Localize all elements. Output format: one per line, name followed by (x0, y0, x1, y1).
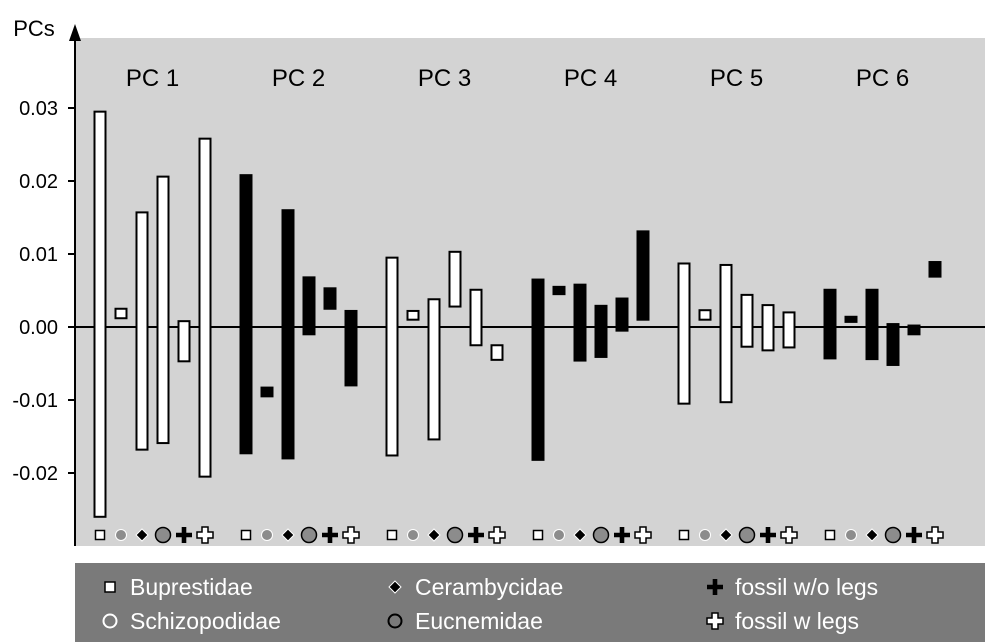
category-marker (594, 528, 609, 543)
y-tick-label: 0.01 (19, 244, 58, 266)
legend-item: Schizopodidae (104, 608, 281, 634)
bar (742, 295, 753, 347)
group-label: PC 1 (126, 65, 179, 92)
category-marker (302, 528, 317, 543)
bar (116, 309, 127, 318)
category-marker (242, 531, 251, 540)
legend-label: Buprestidae (130, 574, 253, 600)
bar (784, 312, 795, 347)
bar (471, 290, 482, 345)
y-axis: PCs 0.03 0.02 0.01 0.00 -0.01 -0.02 (12, 16, 81, 546)
legend-label: Eucnemidae (415, 608, 543, 634)
bar (763, 305, 774, 350)
bar (95, 112, 106, 517)
bar (158, 177, 169, 443)
bar (492, 345, 503, 360)
y-ticks: 0.03 0.02 0.01 0.00 -0.01 -0.02 (12, 98, 75, 485)
category-marker (448, 528, 463, 543)
bar (846, 317, 857, 322)
y-tick-label: 0.00 (19, 317, 58, 339)
bar (304, 277, 315, 334)
group-label: PC 2 (272, 65, 325, 92)
category-marker (846, 530, 857, 541)
bar (137, 212, 148, 449)
category-marker (886, 528, 901, 543)
category-marker (740, 528, 755, 543)
category-marker (408, 530, 419, 541)
group-label: PC 6 (856, 65, 909, 92)
legend-label: Cerambycidae (415, 574, 563, 600)
category-marker (96, 531, 105, 540)
category-marker (700, 530, 711, 541)
bar (596, 306, 607, 357)
bar (179, 321, 190, 361)
category-marker (116, 530, 127, 541)
category-marker (554, 530, 565, 541)
category-marker (388, 531, 397, 540)
bar (575, 285, 586, 361)
legend-label: fossil w legs (735, 608, 859, 634)
category-marker (156, 528, 171, 543)
category-marker (680, 531, 689, 540)
bar (825, 290, 836, 359)
legend-label: Schizopodidae (130, 608, 281, 634)
y-tick-label: -0.02 (12, 463, 58, 485)
bar (617, 299, 628, 331)
bar (241, 175, 252, 453)
y-axis-arrow (69, 24, 81, 41)
bar (533, 280, 544, 460)
bar (867, 290, 878, 359)
legend-symbol (105, 582, 115, 592)
bar (450, 252, 461, 307)
category-marker (826, 531, 835, 540)
bar (700, 310, 711, 319)
bar (638, 231, 649, 319)
legend-item: Cerambycidae (389, 574, 563, 600)
bar (554, 287, 565, 294)
bar (408, 311, 419, 320)
bar (721, 265, 732, 402)
category-marker (534, 531, 543, 540)
bar (930, 262, 941, 277)
y-tick-label: 0.03 (19, 98, 58, 120)
bar (262, 388, 273, 397)
bar (283, 210, 294, 458)
y-axis-label: PCs (13, 16, 55, 41)
bar (429, 299, 440, 439)
bar (325, 288, 336, 308)
y-tick-label: 0.02 (19, 171, 58, 193)
bar (888, 324, 899, 365)
bar (909, 326, 920, 335)
bar (200, 139, 211, 477)
group-label: PC 4 (564, 65, 617, 92)
y-tick-label: -0.01 (12, 390, 58, 412)
group-label: PC 5 (710, 65, 763, 92)
legend-label: fossil w/o legs (735, 574, 878, 600)
bar (387, 258, 398, 456)
bar (346, 311, 357, 385)
bar (679, 263, 690, 403)
category-marker (262, 530, 273, 541)
group-label: PC 3 (418, 65, 471, 92)
